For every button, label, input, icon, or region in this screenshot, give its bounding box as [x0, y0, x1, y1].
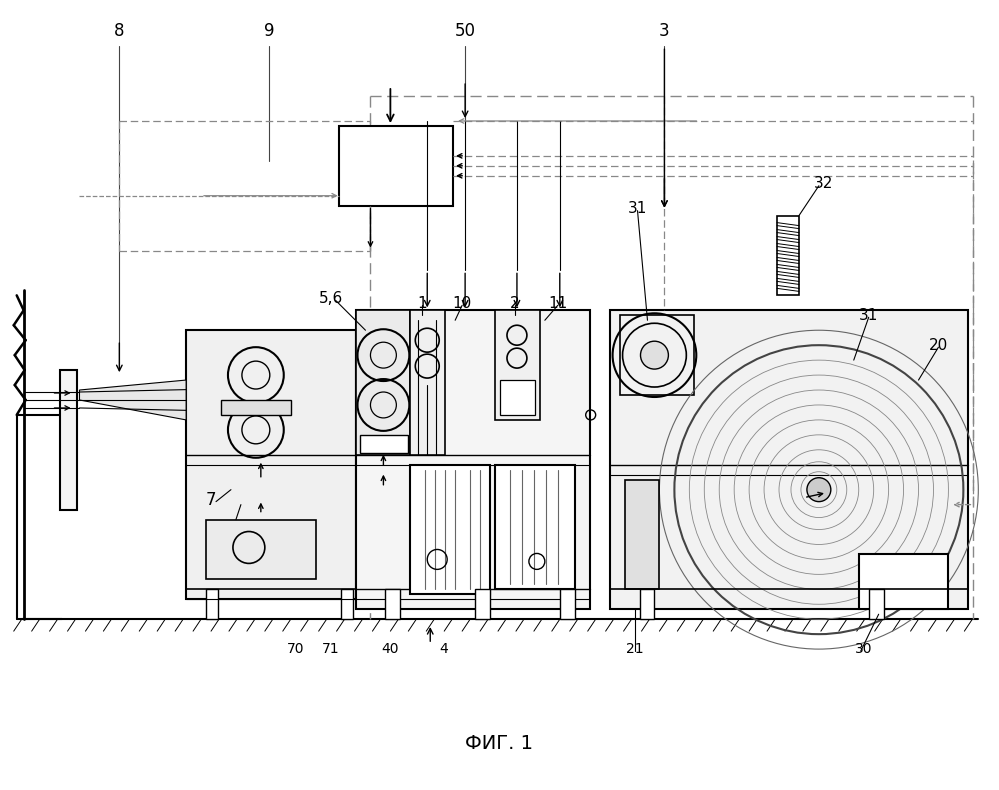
Text: 30: 30: [855, 642, 872, 656]
Bar: [476, 589, 491, 619]
Text: 21: 21: [625, 642, 643, 656]
Bar: [186, 330, 356, 600]
Text: 71: 71: [322, 642, 340, 656]
Bar: [869, 589, 884, 619]
Bar: [411, 465, 491, 594]
Bar: [609, 310, 968, 609]
Bar: [777, 216, 799, 295]
Bar: [624, 480, 659, 589]
Bar: [60, 370, 78, 510]
Bar: [341, 589, 353, 619]
Bar: [361, 435, 409, 453]
Bar: [496, 465, 574, 589]
Text: 10: 10: [453, 295, 472, 310]
Bar: [411, 310, 446, 455]
Polygon shape: [80, 380, 186, 420]
Bar: [619, 315, 694, 395]
Bar: [559, 589, 574, 619]
Text: 70: 70: [287, 642, 305, 656]
Text: 50: 50: [455, 22, 476, 40]
Bar: [859, 555, 948, 609]
Text: ФИГ. 1: ФИГ. 1: [465, 734, 533, 754]
Text: 9: 9: [264, 22, 274, 40]
Text: 2: 2: [510, 295, 519, 310]
Text: 8: 8: [114, 22, 125, 40]
Bar: [221, 400, 291, 415]
Bar: [356, 310, 411, 455]
Text: 5,6: 5,6: [319, 291, 343, 306]
Bar: [339, 126, 454, 205]
Bar: [356, 310, 589, 609]
Text: 20: 20: [929, 337, 948, 352]
Text: 31: 31: [627, 201, 647, 216]
Bar: [496, 310, 539, 420]
Bar: [206, 589, 218, 619]
Text: 32: 32: [814, 176, 833, 191]
Bar: [639, 589, 654, 619]
Text: 1: 1: [418, 295, 428, 310]
Text: 3: 3: [659, 22, 669, 40]
Text: 11: 11: [548, 295, 567, 310]
Text: 7: 7: [206, 491, 216, 509]
Bar: [386, 589, 401, 619]
Circle shape: [640, 341, 668, 369]
Text: 40: 40: [382, 642, 400, 656]
Bar: [500, 380, 534, 415]
Text: 31: 31: [859, 308, 878, 323]
Circle shape: [807, 478, 831, 502]
Text: 4: 4: [439, 642, 448, 656]
Bar: [206, 520, 316, 579]
